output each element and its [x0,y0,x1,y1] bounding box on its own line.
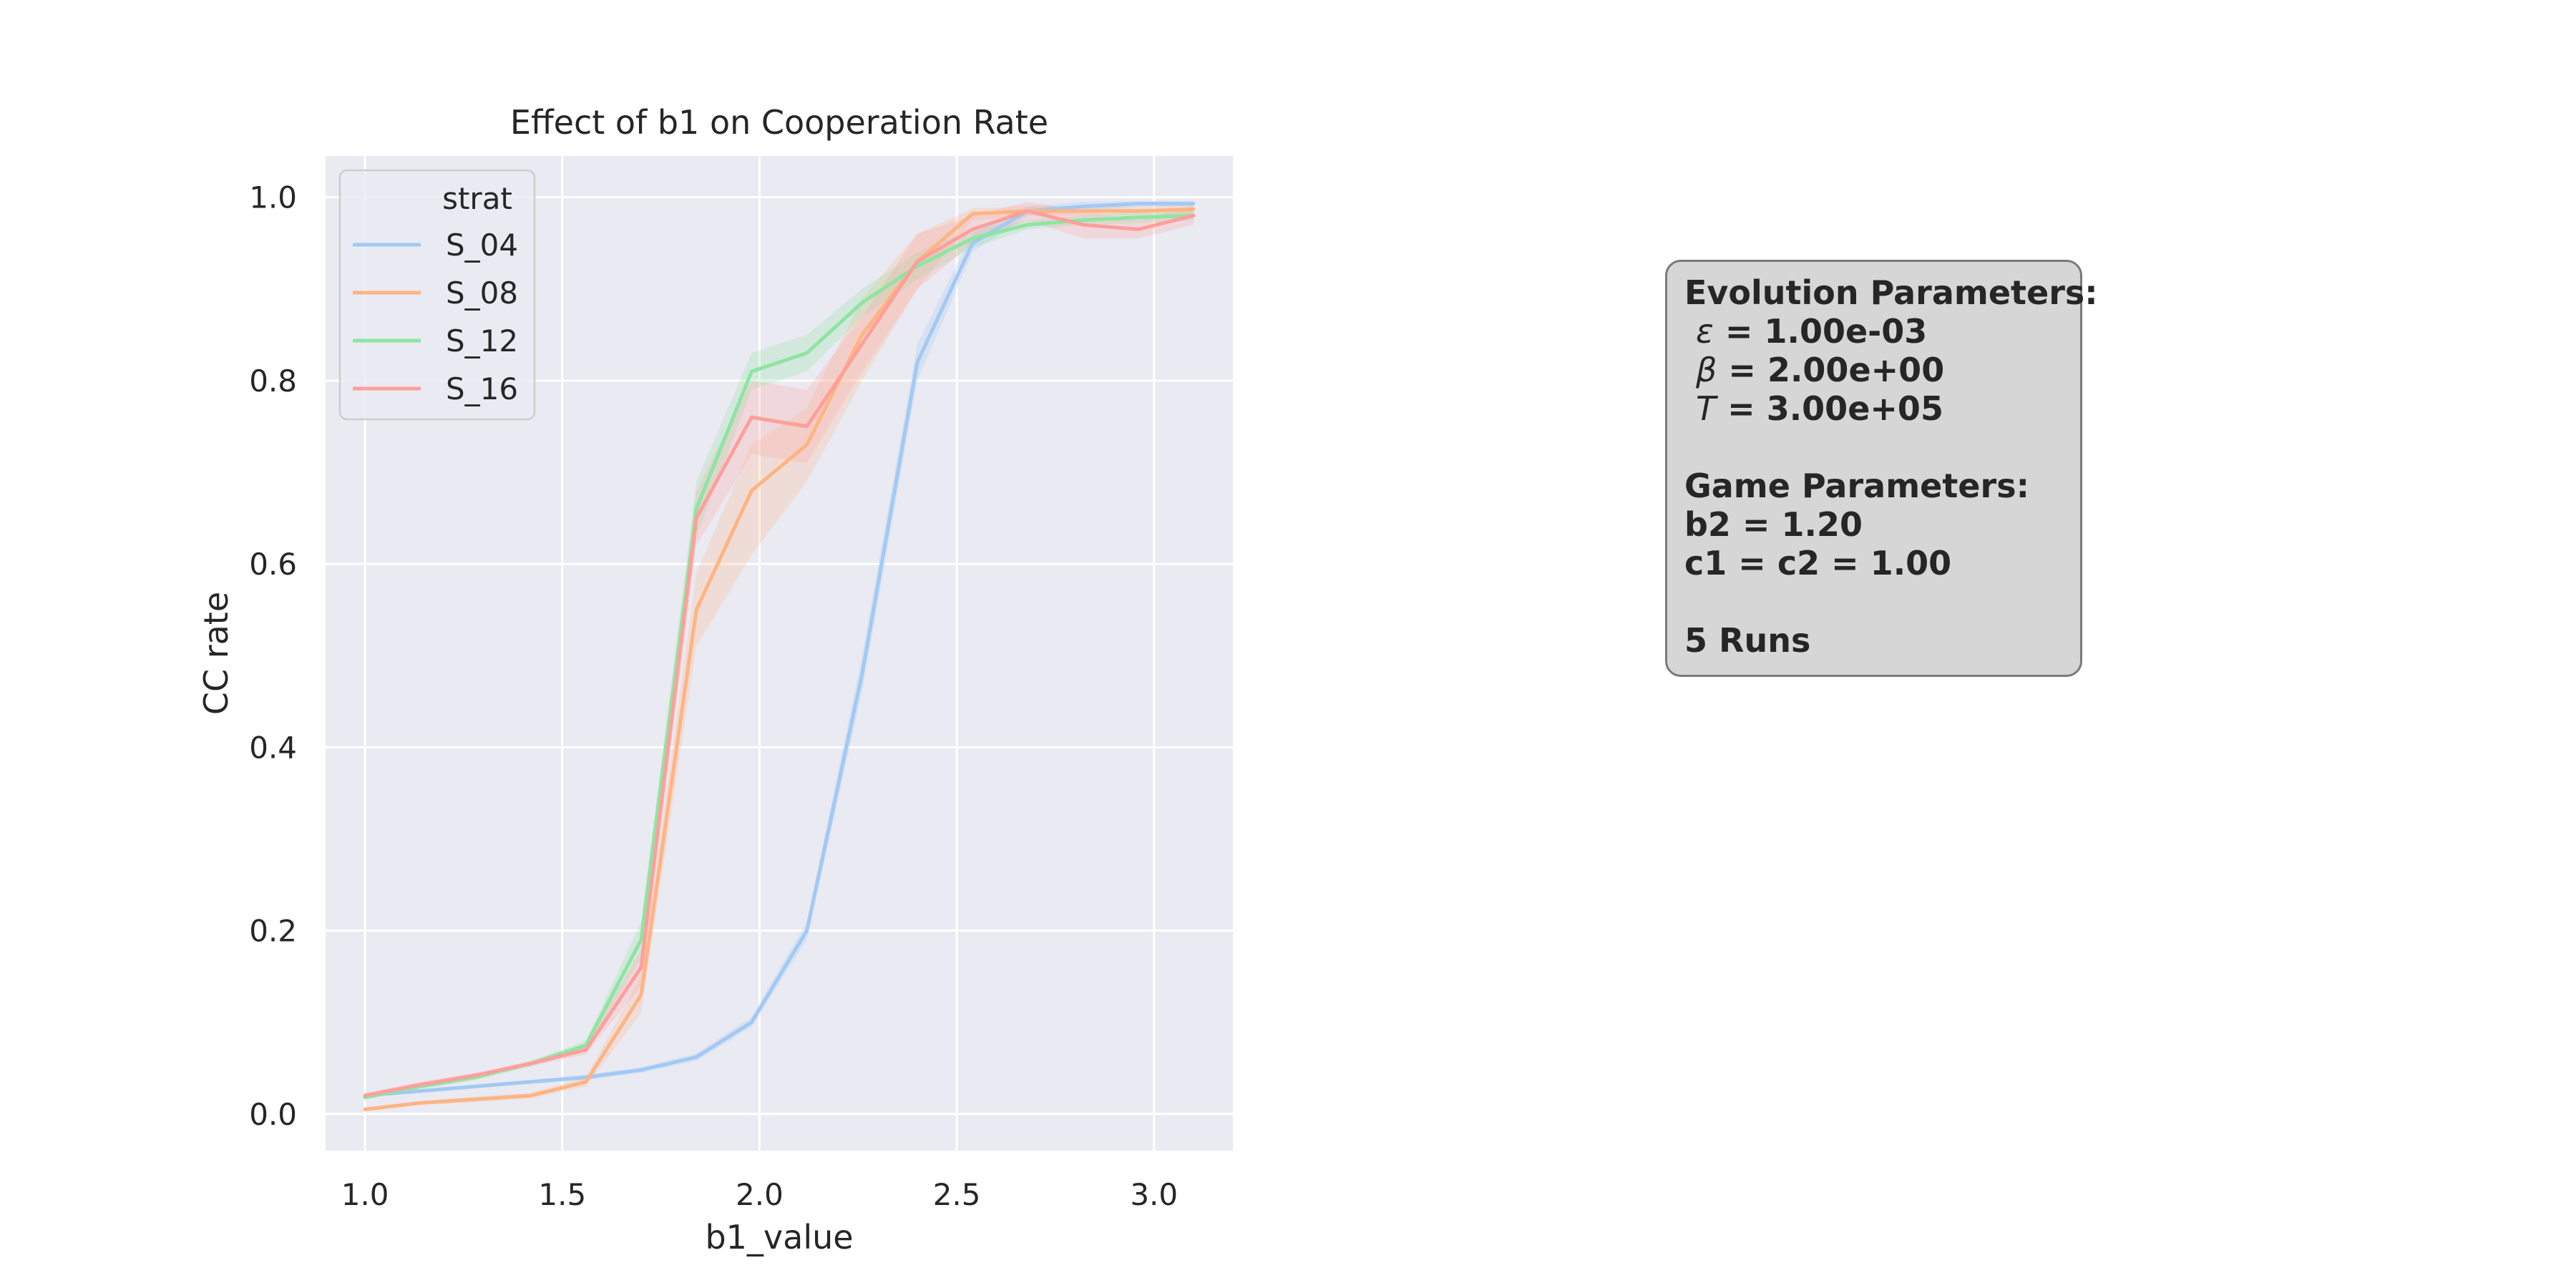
b2-parameter: b2 = 1.20 [1684,505,1863,544]
spacer [1684,428,2063,467]
y-tick-label: 1.0 [249,180,297,215]
grid-lines [326,156,1233,1151]
beta-symbol: β [1696,351,1717,389]
tick-labels: 1.0 1.5 2.0 2.5 3.0 0.0 0.2 0.4 0.6 0.8 1.0 [249,180,1178,1212]
series-line-s_04 [363,202,1196,1098]
y-tick-label: 0.6 [249,547,297,582]
legend-label-s_04: S_04 [446,228,518,263]
legend-label-s_12: S_12 [446,323,518,358]
x-axis-label: b1_value [705,1218,853,1257]
t-symbol: T [1696,389,1717,428]
epsilon-symbol: ε [1696,312,1714,351]
parameters-box: Evolution Parameters: ε = 1.00e-03 β = 2… [1665,260,2098,677]
legend-frame [338,169,536,421]
x-tick-label: 1.0 [341,1177,389,1212]
y-tick-label: 0.0 [249,1097,297,1132]
chart-title: Effect of b1 on Cooperation Rate [510,103,1048,142]
game-parameters-heading: Game Parameters: [1684,467,2029,505]
legend-label-s_08: S_08 [446,275,518,311]
t-parameter: T = 3.00e+05 [1684,389,2063,428]
legend: strat S_04 S_08 S_12 S_16 [338,169,536,421]
y-tick-label: 0.4 [249,730,297,765]
y-tick-label: 0.8 [249,364,297,399]
spacer [1684,582,2063,621]
legend-label-s_16: S_16 [446,371,518,406]
legend-title: strat [442,181,512,216]
x-tick-label: 2.0 [736,1177,784,1212]
series-line-s_08 [363,207,1196,1111]
legend-items: S_04 S_08 S_12 S_16 [353,228,518,406]
runs-count: 5 Runs [1684,621,1811,660]
series-lines [363,202,1196,1111]
y-axis-label: CC rate [197,592,235,715]
epsilon-value: = 1.00e-03 [1713,312,1928,351]
evolution-parameters-heading: Evolution Parameters: [1684,273,2098,312]
beta-value: = 2.00e+00 [1717,351,1945,389]
x-tick-label: 1.5 [538,1177,586,1212]
cost-parameter: c1 = c2 = 1.00 [1684,544,1952,582]
t-value: = 3.00e+05 [1716,389,1943,428]
x-tick-label: 3.0 [1130,1177,1178,1212]
epsilon-parameter: ε = 1.00e-03 [1684,312,2063,351]
x-tick-label: 2.5 [933,1177,981,1212]
series-line-s_16 [363,209,1196,1098]
beta-parameter: β = 2.00e+00 [1684,351,2063,389]
y-tick-label: 0.2 [249,914,297,949]
